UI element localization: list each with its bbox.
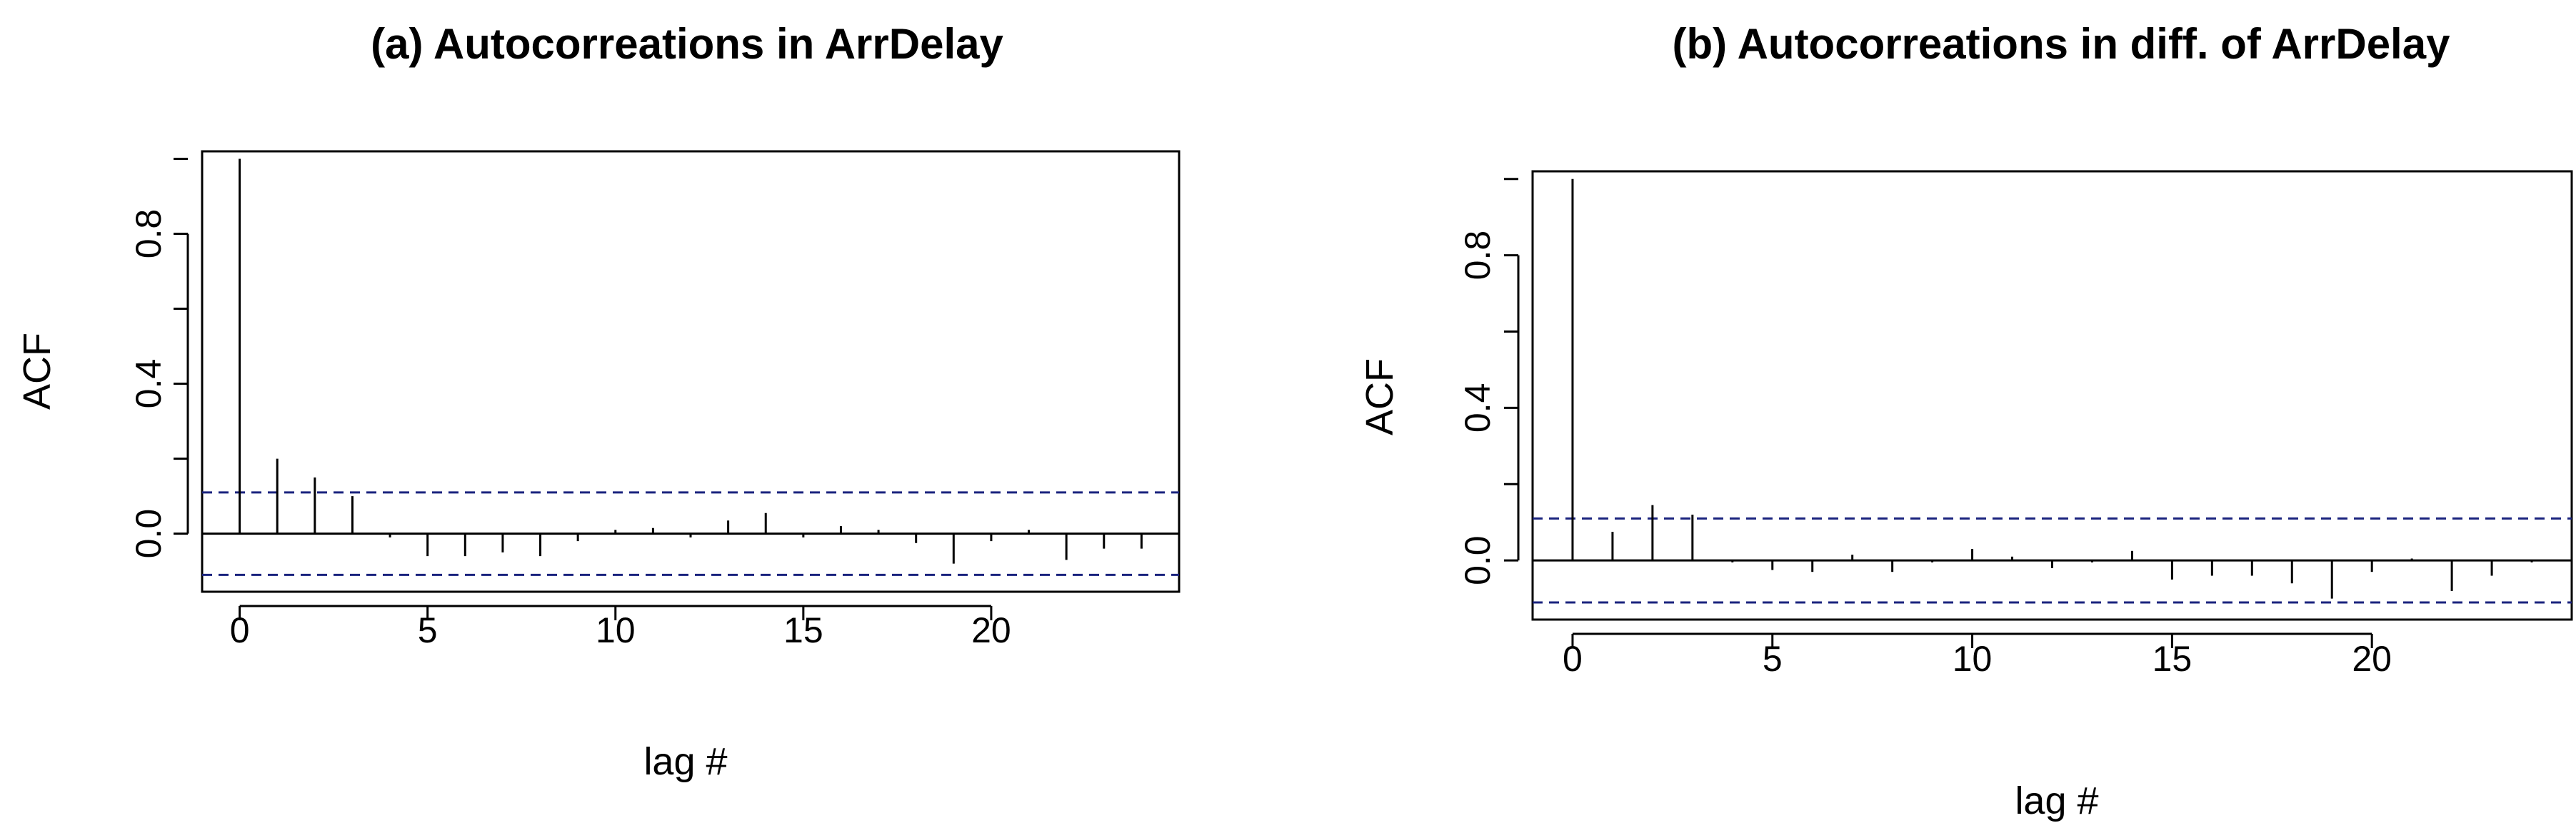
x-tick-label: 10 (1953, 639, 1993, 679)
y-tick-label: 0.8 (129, 209, 169, 259)
panel-b: (b) Autocorreations in diff. of ArrDelay… (1358, 20, 2573, 822)
y-tick-label: 0.0 (1458, 535, 1498, 585)
x-axis-label: lag # (643, 740, 727, 783)
y-tick-label: 0.4 (129, 359, 169, 409)
x-tick-label: 20 (971, 610, 1011, 650)
y-axis-label: ACF (16, 333, 59, 410)
plot-frame (201, 150, 1181, 593)
x-tick-label: 5 (1763, 639, 1783, 679)
x-tick-label: 15 (783, 610, 823, 650)
chart-marks: 0 5 10 15 20 0.0 0.4 0.8 (129, 158, 1179, 650)
x-tick-label: 20 (2352, 639, 2392, 679)
panel-a: (a) Autocorreations in ArrDelay ACF lag … (16, 20, 1181, 783)
x-axis-label: lag # (2015, 779, 2098, 822)
x-tick-label: 0 (230, 610, 250, 650)
chart-title: (a) Autocorreations in ArrDelay (371, 20, 1003, 68)
y-tick-label: 0.0 (129, 509, 169, 559)
x-tick-label: 15 (2152, 639, 2192, 679)
x-tick-label: 0 (1563, 639, 1583, 679)
chart-marks: 0 5 10 15 20 0.0 0.4 0.8 (1458, 178, 2572, 679)
plot-frame (1531, 170, 2573, 621)
y-tick-label: 0.8 (1458, 231, 1498, 281)
chart-title: (b) Autocorreations in diff. of ArrDelay (1673, 20, 2451, 68)
y-axis-label: ACF (1358, 358, 1401, 435)
x-tick-label: 5 (418, 610, 438, 650)
y-tick-label: 0.4 (1458, 383, 1498, 433)
x-tick-label: 10 (596, 610, 636, 650)
